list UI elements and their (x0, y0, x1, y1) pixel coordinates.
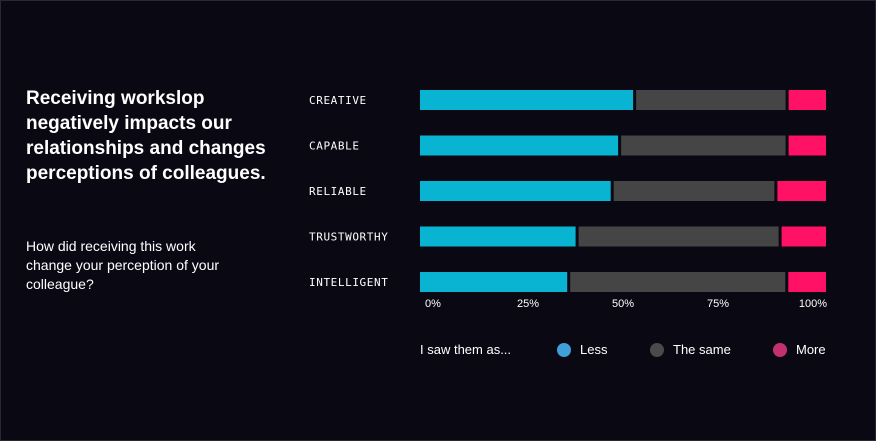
x-tick-label: 75% (707, 298, 729, 310)
legend-item-same: The same (650, 342, 731, 357)
bar-the-same-trustworthy (578, 226, 779, 247)
x-tick-label: 100% (799, 298, 827, 310)
category-label-reliable: RELIABLE (309, 185, 367, 198)
chart-subtitle: How did receiving this work change your … (26, 238, 220, 292)
x-tick-label: 0% (425, 298, 441, 310)
legend-label-less: Less (580, 342, 608, 357)
legend: I saw them as... Less The same More (420, 340, 840, 360)
legend-item-more: More (773, 342, 826, 357)
legend-item-less: Less (557, 342, 607, 357)
x-tick-label: 50% (612, 298, 634, 310)
bar-less-trustworthy (420, 226, 576, 247)
bar-more-creative (788, 90, 826, 110)
bar-the-same-reliable (613, 181, 775, 201)
category-label-creative: CREATIVE (309, 94, 367, 107)
bar-more-reliable (777, 181, 826, 201)
category-label-intelligent: INTELLIGENT (309, 276, 388, 289)
bar-less-reliable (420, 181, 611, 201)
chart-title: Receiving workslop negatively impacts ou… (26, 88, 266, 184)
bar-more-intelligent (788, 272, 826, 292)
legend-title: I saw them as... (420, 342, 512, 357)
legend-label-same: The same (673, 342, 731, 357)
bar-less-capable (420, 135, 619, 156)
x-tick-label: 25% (517, 298, 539, 310)
bar-the-same-capable (621, 135, 786, 156)
legend-dot-same (650, 342, 664, 357)
bar-the-same-creative (636, 90, 786, 110)
bar-less-creative (420, 90, 634, 110)
bar-more-capable (788, 135, 826, 156)
bar-more-trustworthy (781, 226, 826, 247)
category-label-trustworthy: TRUSTWORTHY (309, 231, 388, 244)
category-label-capable: CAPABLE (309, 140, 360, 153)
legend-label-more: More (796, 342, 826, 357)
legend-dot-more (773, 342, 787, 357)
bar-less-intelligent (420, 272, 568, 292)
legend-dot-less (557, 342, 571, 357)
bar-the-same-intelligent (570, 272, 786, 292)
